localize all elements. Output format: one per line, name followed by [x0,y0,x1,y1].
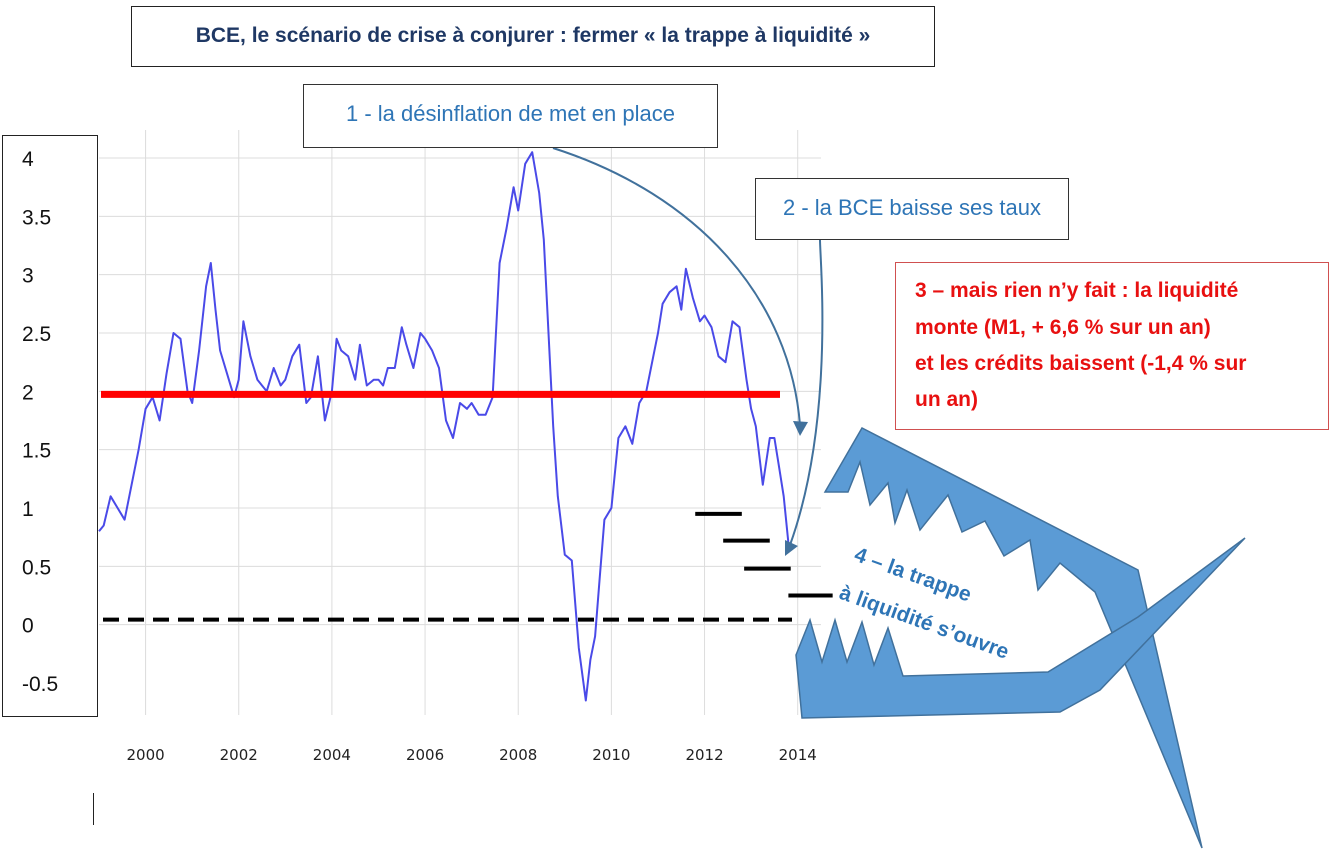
x-tick-label: 2010 [592,746,630,764]
x-tick-labels: 2000 2002 2004 2006 2008 2010 2012 2014 [126,746,816,764]
y-tick-labels: 4 3.5 3 2.5 2 1.5 1 0.5 0 -0.5 [22,148,58,696]
y-tick-label: 3 [22,265,34,288]
arrows [552,147,824,556]
callout-3-line1: 3 – mais rien n’y fait : la liquidité [915,279,1239,302]
annotation-group [101,390,833,622]
y-tick-label: 2 [22,381,34,404]
callout-2-text: 2 - la BCE baisse ses taux [782,195,1041,220]
x-tick-label: 2002 [220,746,258,764]
y-axis-label-box [2,135,98,717]
y-tick-label: 4 [22,148,34,171]
x-tick-label: 2004 [313,746,351,764]
callout-1-text: 1 - la désinflation de met en place [346,101,675,126]
text-cursor [93,793,94,825]
callout-2: 2 - la BCE baisse ses taux [755,178,1069,240]
callout-3-line3: et les crédits baissent (-1,4 % sur [915,352,1247,375]
liquidity-trap-drawing: 4 – la trappe à liquidité s’ouvre [795,427,1246,849]
callout-3: 3 – mais rien n’y fait : la liquidité mo… [895,262,1329,430]
y-tick-label: 1.5 [22,440,51,463]
arrow-1 [552,147,801,426]
y-tick-label: 0.5 [22,556,51,579]
trap-lower-jaw [795,537,1246,719]
y-tick-label: 3.5 [22,206,51,229]
x-tick-label: 2008 [499,746,537,764]
title-box: BCE, le scénario de crise à conjurer : f… [131,6,935,67]
chart-title: BCE, le scénario de crise à conjurer : f… [195,24,871,47]
y-tick-label: 2.5 [22,323,51,346]
x-tick-label: 2000 [126,746,164,764]
y-tick-label: 0 [22,615,34,638]
callout-3-line4: un an) [915,388,978,411]
y-tick-label: -0.5 [22,673,58,696]
arrow-2-head [785,540,798,556]
series-line [98,151,790,702]
gridlines [99,130,821,715]
arrow-1-head [793,421,808,436]
x-tick-label: 2006 [406,746,444,764]
y-tick-label: 1 [22,498,34,521]
callout-3-line2: monte (M1, + 6,6 % sur un an) [915,316,1211,339]
x-tick-label: 2012 [685,746,723,764]
series-group [98,151,790,702]
x-tick-label: 2014 [779,746,817,764]
arrow-2 [789,239,824,546]
callout-1: 1 - la désinflation de met en place [303,84,718,148]
